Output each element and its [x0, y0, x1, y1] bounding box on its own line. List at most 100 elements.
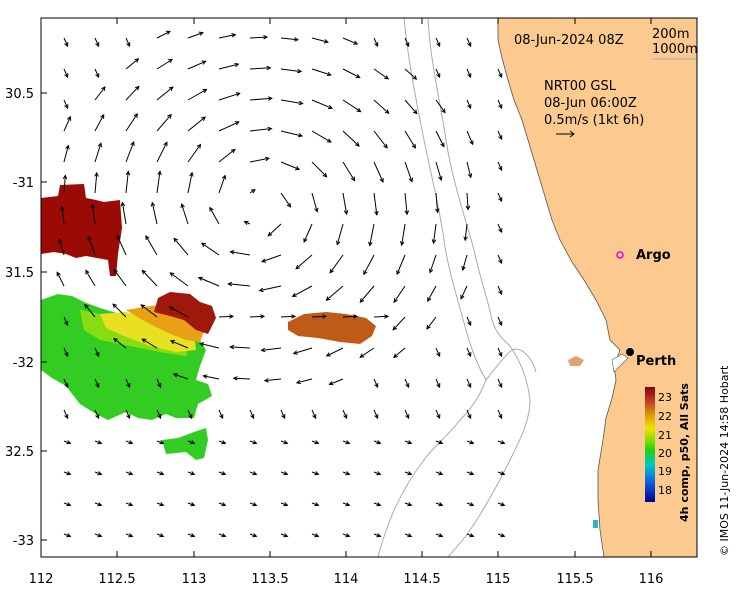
current-arrow — [326, 347, 344, 357]
current-arrowhead — [113, 268, 118, 274]
current-arrowhead — [126, 42, 131, 48]
current-arrow — [342, 440, 350, 444]
current-arrow — [63, 533, 71, 537]
current-arrowhead — [376, 471, 382, 476]
y-tick-label: 31.5 — [5, 266, 34, 281]
current-arrowhead — [379, 177, 384, 184]
place-label-perth: Perth — [636, 354, 676, 369]
y-tick-label: -33 — [13, 534, 34, 549]
current-arrowhead — [66, 471, 72, 476]
current-arrow — [187, 88, 207, 101]
current-arrowhead — [159, 502, 165, 507]
current-arrowhead — [376, 440, 382, 445]
current-arrowhead — [283, 502, 289, 507]
current-arrow — [94, 172, 98, 194]
current-arrowhead — [234, 62, 240, 68]
current-arrow — [218, 409, 224, 419]
current-arrow — [198, 277, 220, 287]
current-arrowhead — [345, 502, 351, 507]
current-arrowhead — [350, 176, 356, 182]
current-arrowhead — [463, 236, 468, 242]
current-arrow — [187, 116, 206, 132]
current-arrow — [342, 502, 350, 506]
current-arrow — [94, 533, 102, 537]
current-arrowhead — [438, 502, 444, 507]
current-arrowhead — [498, 135, 503, 141]
current-arrowhead — [435, 208, 440, 214]
current-arrowhead — [396, 270, 401, 276]
current-arrow — [280, 130, 303, 137]
current-arrowhead — [260, 347, 266, 353]
current-arrowhead — [363, 270, 368, 276]
current-arrow — [94, 378, 100, 388]
current-arrowhead — [66, 440, 72, 445]
x-tick-label: 116 — [639, 572, 664, 587]
current-arrowhead — [168, 86, 174, 91]
current-arrowhead — [312, 414, 317, 420]
current-arrow — [404, 440, 412, 444]
current-arrowhead — [384, 75, 390, 80]
current-arrowhead — [229, 344, 235, 350]
current-arrow — [435, 440, 443, 444]
current-arrowhead — [438, 533, 444, 538]
current-arrowhead — [286, 202, 292, 208]
current-arrow — [342, 99, 361, 113]
scale-arrow — [556, 130, 575, 138]
current-arrowhead — [94, 171, 99, 177]
current-arrowhead — [258, 287, 264, 293]
current-arrowhead — [384, 109, 390, 115]
current-arrowhead — [328, 381, 334, 386]
current-arrow — [156, 30, 171, 39]
current-arrow — [94, 471, 102, 475]
current-arrowhead — [408, 177, 413, 183]
current-arrow — [156, 378, 162, 388]
current-arrowhead — [460, 294, 465, 300]
current-arrowhead — [467, 173, 473, 179]
current-arrowhead — [190, 440, 196, 445]
current-arrow — [218, 63, 239, 70]
current-arrow — [342, 533, 350, 537]
current-arrowhead — [376, 533, 382, 538]
current-arrow — [373, 99, 390, 114]
current-arrow — [466, 37, 472, 47]
current-arrowhead — [198, 31, 204, 36]
current-arrowhead — [283, 440, 289, 445]
current-arrowhead — [440, 142, 445, 148]
current-arrow — [373, 409, 379, 419]
current-arrow — [435, 502, 443, 506]
current-arrowhead — [500, 471, 506, 476]
current-arrowhead — [407, 440, 413, 445]
map-frame — [40, 17, 698, 558]
current-arrowhead — [116, 234, 121, 240]
current-arrowhead — [231, 33, 237, 38]
current-scale-label: 0.5m/s (1kt 6h) — [544, 113, 644, 128]
current-arrowhead — [438, 176, 443, 182]
current-arrowhead — [252, 533, 258, 538]
current-arrowhead — [469, 533, 475, 538]
current-arrowhead — [283, 471, 289, 476]
current-arrowhead — [359, 298, 365, 303]
current-arrow — [280, 502, 288, 506]
current-arrow — [497, 533, 505, 537]
current-arrowhead — [189, 171, 194, 177]
current-arrow — [63, 440, 71, 444]
current-arrow — [125, 378, 131, 388]
current-arrowhead — [221, 471, 227, 476]
current-arrow — [63, 116, 71, 132]
current-arrow — [169, 306, 189, 318]
current-arrowhead — [436, 42, 441, 48]
current-arrow — [63, 502, 71, 506]
current-arrow — [369, 223, 375, 246]
current-arrow — [311, 130, 332, 143]
current-arrow — [125, 502, 133, 506]
current-arrow — [435, 68, 441, 78]
current-arrowhead — [467, 321, 472, 327]
current-arrowhead — [112, 303, 118, 309]
current-arrowhead — [235, 92, 241, 97]
current-arrow — [426, 316, 437, 330]
current-arrow — [187, 144, 201, 163]
current-arrow — [125, 533, 133, 537]
current-arrowhead — [426, 324, 431, 330]
current-arrowhead — [221, 174, 227, 180]
